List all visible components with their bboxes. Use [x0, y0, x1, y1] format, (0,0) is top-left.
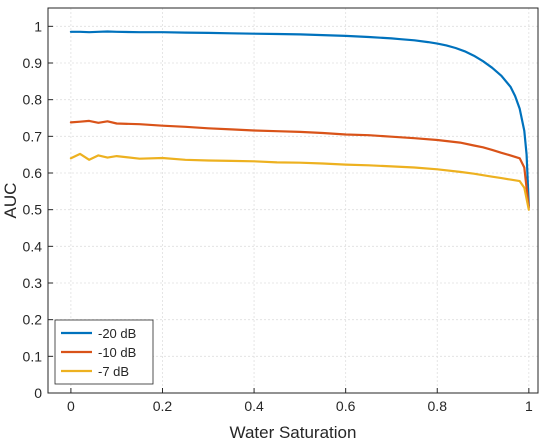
series-line-1 — [69, 119, 530, 209]
ticks: 0 0.2 0.4 0.6 0.8 1 0 0.1 0.2 0.3 0.4 0.5 0.6 0.7 0.8 0… — [23, 18, 533, 414]
legend: -20 dB -10 dB -7 dB — [54, 319, 154, 385]
y-axis-label: AUC — [1, 183, 20, 219]
series-line-2 — [69, 152, 530, 211]
x-tick-label: 0.8 — [428, 398, 448, 414]
series-line-0 — [69, 30, 530, 208]
series-lines — [69, 30, 530, 211]
x-tick-label: 0.6 — [336, 398, 356, 414]
x-tick-label: 0.2 — [153, 398, 173, 414]
y-tick-label: 0.4 — [23, 238, 43, 254]
x-tick-label: 0.4 — [244, 398, 264, 414]
y-tick-label: 1 — [34, 18, 42, 34]
legend-label-2: -7 dB — [98, 364, 129, 379]
y-tick-label: 0.1 — [23, 348, 43, 364]
plot-frame — [47, 7, 539, 394]
y-tick-label: 0.8 — [23, 92, 43, 108]
legend-label-0: -20 dB — [98, 326, 136, 341]
legend-label-1: -10 dB — [98, 345, 136, 360]
y-tick-label: 0.2 — [23, 312, 43, 328]
x-tick-label: 0 — [67, 398, 75, 414]
y-tick-label: 0.5 — [23, 202, 43, 218]
y-tick-label: 0.6 — [23, 165, 43, 181]
x-tick-label: 1 — [525, 398, 533, 414]
y-tick-label: 0.7 — [23, 128, 43, 144]
y-tick-label: 0.3 — [23, 275, 43, 291]
y-tick-label: 0 — [34, 385, 42, 401]
x-axis-label: Water Saturation — [230, 423, 357, 442]
y-tick-label: 0.9 — [23, 55, 43, 71]
